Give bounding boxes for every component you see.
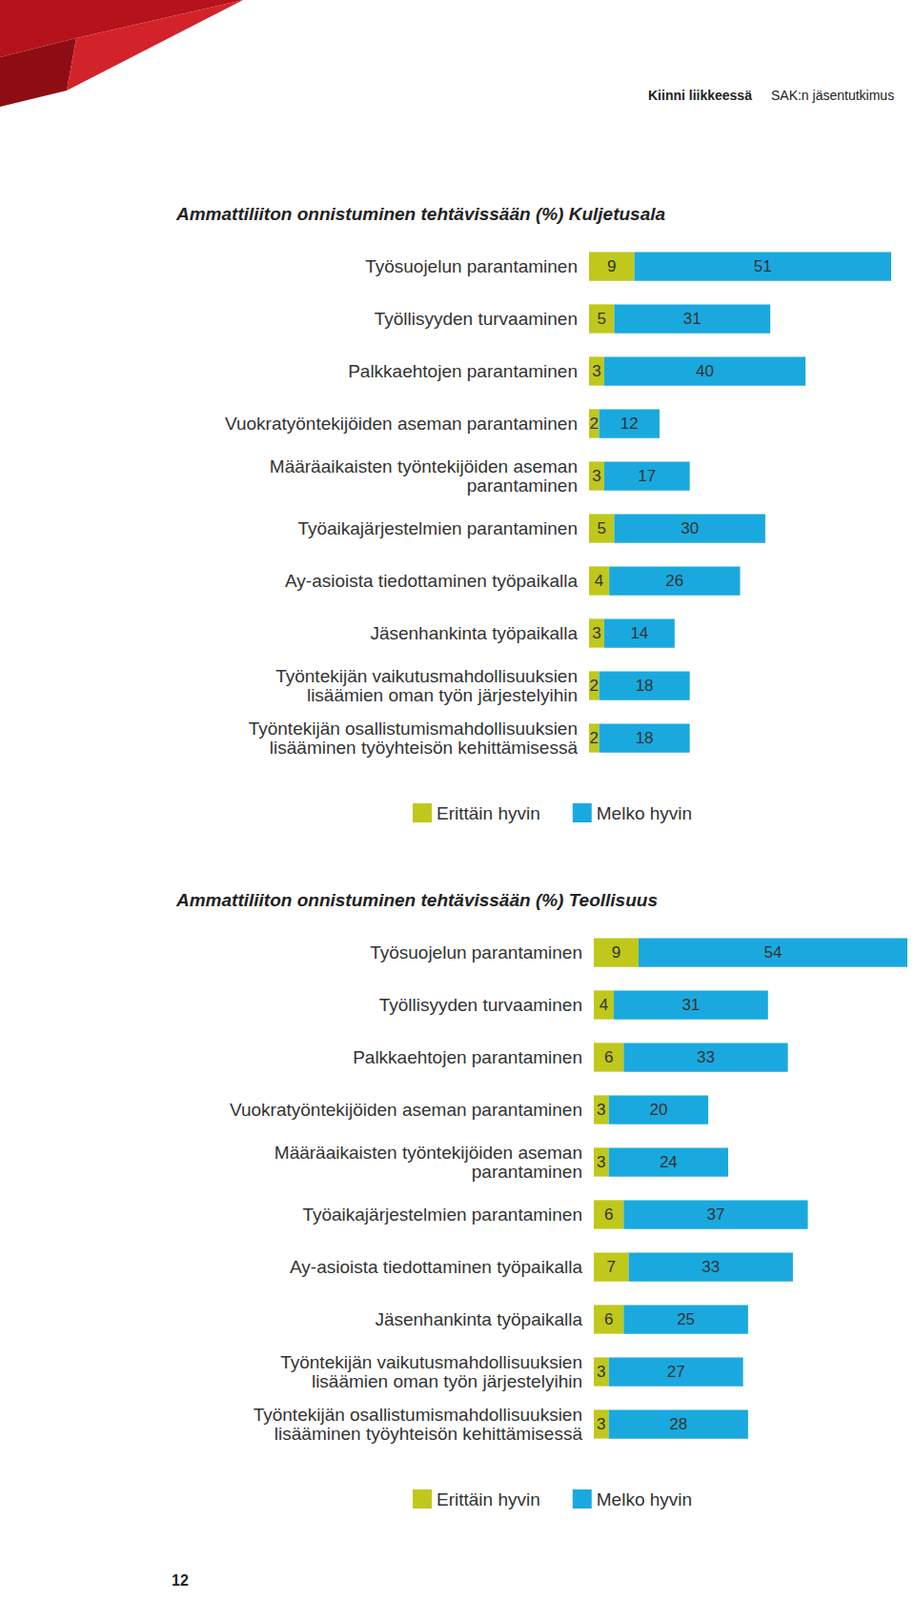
svg-text:Ammattiliiton onnistuminen teh: Ammattiliiton onnistuminen tehtävissään … [175,203,667,224]
svg-text:37: 37 [706,1205,725,1224]
svg-text:Ammattiliiton onnistuminen teh: Ammattiliiton onnistuminen tehtävissään … [175,890,658,911]
svg-text:lisäämien oman työn järjestely: lisäämien oman työn järjestelyihin [311,1371,583,1392]
svg-text:Jäsenhankinta työpaikalla: Jäsenhankinta työpaikalla [369,623,578,644]
svg-text:33: 33 [696,1048,715,1067]
html-text:Kiinni liikkeessä: Kiinni liikkeessä [648,87,753,103]
svg-text:3: 3 [596,1362,606,1382]
svg-text:Työaikajärjestelmien parantami: Työaikajärjestelmien parantaminen [297,518,578,539]
svg-text:3: 3 [596,1415,606,1434]
svg-text:3: 3 [591,467,601,486]
svg-text:Erittäin hyvin: Erittäin hyvin [436,803,541,824]
svg-text:5: 5 [596,309,606,328]
svg-text:40: 40 [695,362,714,381]
svg-text:18: 18 [635,676,654,695]
svg-text:27: 27 [667,1362,686,1382]
svg-text:Työllisyyden turvaaminen: Työllisyyden turvaaminen [374,308,578,329]
svg-text:Erittäin hyvin: Erittäin hyvin [436,1489,541,1510]
svg-text:54: 54 [764,943,783,962]
svg-text:5: 5 [596,519,606,538]
svg-text:9: 9 [607,257,616,276]
svg-text:31: 31 [681,996,700,1015]
svg-text:6: 6 [604,1310,613,1329]
svg-text:33: 33 [701,1258,720,1277]
svg-text:26: 26 [665,571,684,590]
svg-text:parantaminen: parantaminen [467,475,578,496]
html-text:12: 12 [171,1572,189,1589]
svg-text:24: 24 [659,1153,678,1172]
svg-text:3: 3 [596,1153,606,1172]
svg-text:Vuokratyöntekijöiden aseman pa: Vuokratyöntekijöiden aseman parantaminen [224,413,578,434]
svg-text:Jäsenhankinta työpaikalla: Jäsenhankinta työpaikalla [374,1309,583,1330]
svg-text:14: 14 [630,624,649,643]
svg-text:Työaikajärjestelmien parantami: Työaikajärjestelmien parantaminen [302,1204,583,1225]
svg-text:Vuokratyöntekijöiden aseman pa: Vuokratyöntekijöiden aseman parantaminen [229,1099,583,1120]
svg-text:18: 18 [635,729,654,748]
svg-text:12: 12 [620,414,639,433]
svg-text:3: 3 [591,624,601,643]
svg-text:Työntekijän vaikutusmahdollisu: Työntekijän vaikutusmahdollisuuksien [275,666,578,687]
svg-text:lisääminen työyhteisön kehittä: lisääminen työyhteisön kehittämisessä [269,737,579,758]
svg-text:6: 6 [604,1205,613,1224]
svg-text:25: 25 [676,1310,695,1329]
svg-text:Työntekijän osallistumismahdol: Työntekijän osallistumismahdollisuuksien [253,1404,583,1425]
svg-text:28: 28 [669,1415,688,1434]
svg-text:20: 20 [649,1100,668,1119]
svg-text:Palkkaehtojen parantaminen: Palkkaehtojen parantaminen [347,361,578,382]
svg-text:Ay-asioista tiedottaminen työp: Ay-asioista tiedottaminen työpaikalla [284,570,578,591]
svg-text:2: 2 [589,414,599,433]
svg-text:lisääminen työyhteisön kehittä: lisääminen työyhteisön kehittämisessä [274,1423,584,1444]
svg-text:3: 3 [596,1100,606,1119]
svg-text:4: 4 [594,571,604,590]
svg-text:Työllisyyden turvaaminen: Työllisyyden turvaaminen [379,995,583,1016]
svg-text:Työsuojelun parantaminen: Työsuojelun parantaminen [369,942,583,963]
svg-text:3: 3 [591,362,601,381]
svg-text:Ay-asioista tiedottaminen työp: Ay-asioista tiedottaminen työpaikalla [289,1257,583,1278]
svg-text:2: 2 [589,676,599,695]
svg-text:lisäämien oman työn järjestely: lisäämien oman työn järjestelyihin [306,685,578,706]
svg-text:6: 6 [604,1048,613,1067]
svg-text:31: 31 [683,309,702,328]
svg-text:51: 51 [753,257,773,276]
svg-text:17: 17 [637,467,656,486]
html-text:SAK:n jäsentutkimus: SAK:n jäsentutkimus [771,87,895,103]
svg-text:9: 9 [611,943,621,962]
svg-text:Työntekijän vaikutusmahdollisu: Työntekijän vaikutusmahdollisuuksien [280,1352,583,1373]
svg-text:Melko hyvin: Melko hyvin [596,803,692,824]
svg-text:Työsuojelun parantaminen: Työsuojelun parantaminen [365,256,578,277]
svg-text:Määräaikaisten työntekijöiden: Määräaikaisten työntekijöiden aseman [269,456,578,477]
svg-text:4: 4 [599,996,609,1015]
svg-text:Määräaikaisten työntekijöiden: Määräaikaisten työntekijöiden aseman [274,1142,583,1163]
svg-text:Melko hyvin: Melko hyvin [596,1489,692,1510]
svg-text:7: 7 [607,1258,616,1277]
svg-text:Palkkaehtojen parantaminen: Palkkaehtojen parantaminen [352,1047,583,1068]
svg-text:2: 2 [589,729,599,748]
svg-text:parantaminen: parantaminen [471,1161,583,1182]
svg-text:Työntekijän osallistumismahdol: Työntekijän osallistumismahdollisuuksien [248,718,578,739]
svg-text:30: 30 [680,519,699,538]
